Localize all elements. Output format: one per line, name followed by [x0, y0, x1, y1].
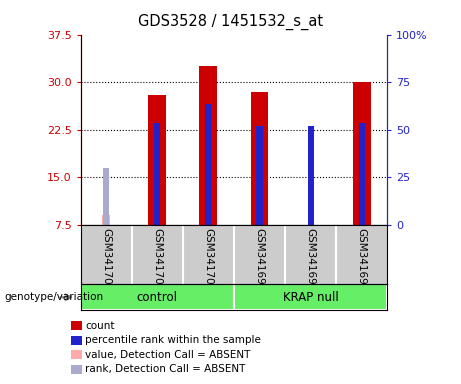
Bar — [71, 336, 82, 345]
Bar — [256, 126, 263, 225]
Bar — [102, 215, 110, 225]
Text: control: control — [137, 291, 178, 304]
Bar — [103, 168, 109, 225]
Bar — [251, 92, 268, 225]
Text: rank, Detection Call = ABSENT: rank, Detection Call = ABSENT — [85, 364, 246, 374]
Text: percentile rank within the sample: percentile rank within the sample — [85, 335, 261, 345]
Bar — [307, 126, 313, 225]
Bar — [148, 95, 166, 225]
Text: GSM341697: GSM341697 — [254, 228, 265, 291]
Text: GSM341700: GSM341700 — [101, 228, 111, 291]
Bar — [200, 66, 217, 225]
Text: value, Detection Call = ABSENT: value, Detection Call = ABSENT — [85, 350, 251, 360]
Text: KRAP null: KRAP null — [283, 291, 338, 304]
Text: GSM341702: GSM341702 — [203, 228, 213, 291]
Bar — [71, 365, 82, 374]
Bar — [353, 82, 371, 225]
Bar — [71, 350, 82, 359]
Text: GSM341701: GSM341701 — [152, 228, 162, 291]
Bar — [205, 104, 212, 225]
Text: GDS3528 / 1451532_s_at: GDS3528 / 1451532_s_at — [138, 13, 323, 30]
Bar — [81, 284, 234, 310]
Text: GSM341699: GSM341699 — [357, 228, 366, 291]
Bar — [234, 284, 387, 310]
Text: GSM341698: GSM341698 — [306, 228, 316, 291]
Bar — [359, 123, 365, 225]
Bar — [71, 321, 82, 330]
Text: count: count — [85, 321, 115, 331]
Bar — [154, 123, 160, 225]
Text: genotype/variation: genotype/variation — [5, 292, 104, 302]
